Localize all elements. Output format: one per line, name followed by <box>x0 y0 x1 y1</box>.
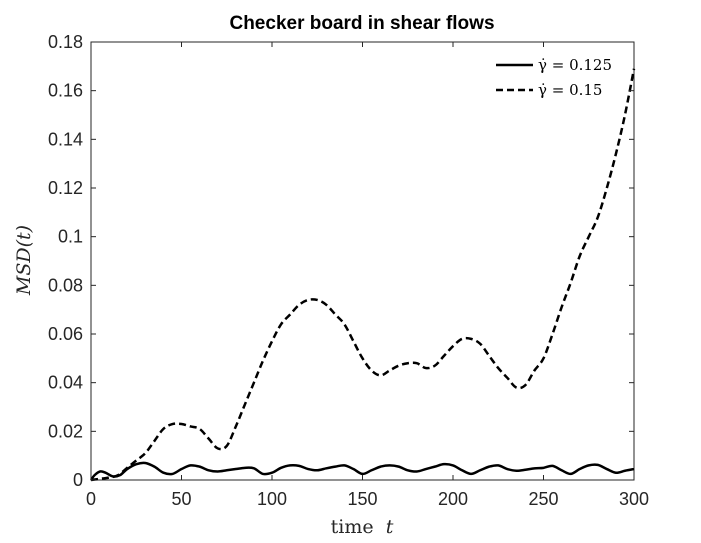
x-tick-label: 0 <box>86 489 96 509</box>
y-tick-label: 0.12 <box>48 178 83 198</box>
y-tick-label: 0.02 <box>48 421 83 441</box>
series-group <box>89 68 636 482</box>
x-tick-label: 200 <box>438 489 468 509</box>
y-tick-label: 0.1 <box>58 227 83 247</box>
x-tick-label: 50 <box>171 489 191 509</box>
y-tick-label: 0.18 <box>48 32 83 52</box>
y-tick-label: 0.14 <box>48 129 83 149</box>
y-tick-label: 0.08 <box>48 275 83 295</box>
chart-title: Checker board in shear flows <box>229 13 494 34</box>
x-tick-label: 150 <box>347 489 377 509</box>
axes-box <box>90 41 635 481</box>
x-tick-label: 250 <box>528 489 558 509</box>
x-tick-label: 100 <box>257 489 287 509</box>
y-tick-label: 0 <box>73 470 83 490</box>
legend-label-1: γ̇ = 0.125 <box>538 56 612 74</box>
x-axis-label-text: time <box>331 516 374 538</box>
legend: γ̇ = 0.125 γ̇ = 0.15 <box>496 56 612 99</box>
x-tick-label: 300 <box>619 489 649 509</box>
y-axis-label: MSD(t) <box>13 225 35 296</box>
series-line-2 <box>90 68 636 482</box>
x-axis-label: time t <box>331 516 394 538</box>
plot-area <box>90 41 635 481</box>
y-tick-label: 0.06 <box>48 324 83 344</box>
series-line-1 <box>89 461 635 481</box>
y-tick-label: 0.16 <box>48 81 83 101</box>
y-tick-label: 0.04 <box>48 373 83 393</box>
legend-label-2: γ̇ = 0.15 <box>538 81 602 99</box>
x-axis-label-variable: t <box>386 516 394 538</box>
ticks-group: 0 50 100 150 200 250 300 0 0.02 0.04 0.06 0.08 0.1 0.… <box>48 32 649 509</box>
